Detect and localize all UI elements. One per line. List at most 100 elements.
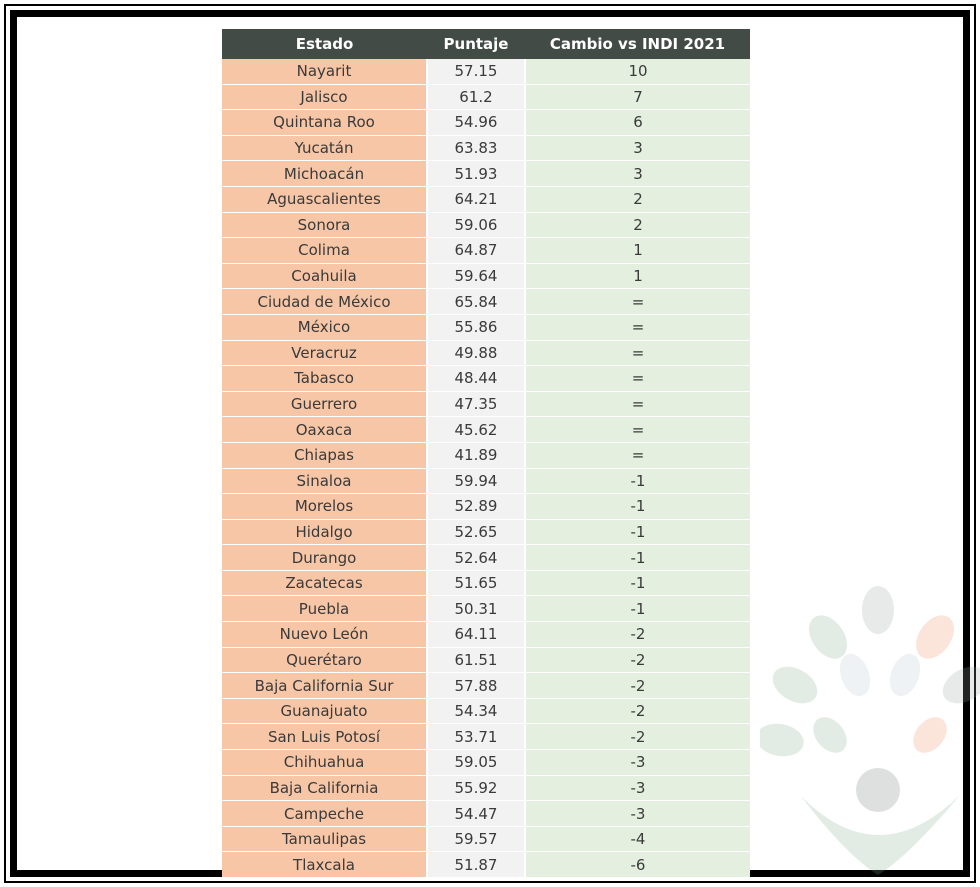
estado-cell: Tlaxcala [222, 851, 428, 878]
table-row: Guerrero 47.35 = [222, 391, 750, 418]
cambio-cell: = [525, 288, 750, 315]
puntaje-cell: 54.34 [427, 698, 526, 725]
puntaje-cell: 52.89 [427, 493, 526, 520]
cambio-cell: -2 [525, 672, 750, 699]
cambio-cell: = [525, 340, 750, 367]
estado-cell: Chihuahua [222, 749, 428, 776]
table-row: Hidalgo 52.65 -1 [222, 519, 750, 546]
puntaje-cell: 54.47 [427, 800, 526, 827]
table-row: México 55.86 = [222, 314, 750, 341]
estado-cell: San Luis Potosí [222, 723, 428, 751]
table-row: Colima 64.87 1 [222, 237, 750, 264]
cambio-cell: -1 [525, 468, 750, 495]
estado-cell: Ciudad de México [222, 288, 428, 315]
table-row: Quintana Roo 54.96 6 [222, 109, 750, 136]
cambio-cell: -1 [525, 493, 750, 520]
cambio-cell: -6 [525, 851, 750, 878]
header-estado: Estado [222, 29, 427, 59]
table-row: Veracruz 49.88 = [222, 340, 750, 367]
estado-cell: Aguascalientes [222, 186, 428, 213]
table-body: Nayarit 57.15 10 Jalisco 61.2 7 Quintana Roo 54… [222, 59, 750, 878]
puntaje-cell: 51.87 [427, 851, 526, 878]
cambio-cell: 2 [525, 186, 750, 213]
puntaje-cell: 49.88 [427, 340, 526, 367]
cambio-cell: -2 [525, 621, 750, 648]
puntaje-cell: 59.94 [427, 468, 526, 495]
puntaje-cell: 53.71 [427, 723, 526, 751]
estado-cell: Morelos [222, 493, 428, 520]
table-row: Guanajuato 54.34 -2 [222, 698, 750, 725]
estado-cell: Guanajuato [222, 698, 428, 725]
cambio-cell: = [525, 391, 750, 418]
table-row: Durango 52.64 -1 [222, 544, 750, 571]
estado-cell: Jalisco [222, 84, 428, 111]
table-row: Tlaxcala 51.87 -6 [222, 851, 750, 878]
estado-cell: Colima [222, 237, 428, 264]
puntaje-cell: 64.87 [427, 237, 526, 264]
puntaje-cell: 52.64 [427, 544, 526, 571]
puntaje-cell: 59.06 [427, 212, 526, 239]
puntaje-cell: 55.86 [427, 314, 526, 341]
estado-cell: Coahuila [222, 263, 428, 290]
puntaje-cell: 63.83 [427, 135, 526, 162]
table-row: Michoacán 51.93 3 [222, 160, 750, 187]
cambio-cell: 2 [525, 212, 750, 239]
cambio-cell: -1 [525, 570, 750, 597]
estado-cell: Veracruz [222, 340, 428, 367]
estado-cell: Zacatecas [222, 570, 428, 597]
puntaje-cell: 59.05 [427, 749, 526, 776]
table-row: Campeche 54.47 -3 [222, 800, 750, 827]
puntaje-cell: 51.93 [427, 160, 526, 187]
cambio-cell: 3 [525, 135, 750, 162]
table-row: Nayarit 57.15 10 [222, 59, 750, 85]
leaf-tree-icon [760, 586, 980, 875]
cambio-cell: 10 [525, 59, 750, 85]
puntaje-cell: 52.65 [427, 519, 526, 546]
table-row: San Luis Potosí 53.71 -2 [222, 723, 750, 751]
estado-cell: Sinaloa [222, 468, 428, 495]
estado-cell: México [222, 314, 428, 341]
cambio-cell: = [525, 365, 750, 392]
cambio-cell: 6 [525, 109, 750, 136]
estado-cell: Nuevo León [222, 621, 428, 648]
estado-cell: Michoacán [222, 160, 428, 187]
cambio-cell: -2 [525, 698, 750, 725]
estado-cell: Durango [222, 544, 428, 571]
cambio-cell: -3 [525, 800, 750, 827]
estado-cell: Chiapas [222, 442, 428, 469]
estado-cell: Baja California Sur [222, 672, 428, 699]
puntaje-cell: 65.84 [427, 288, 526, 315]
table-row: Nuevo León 64.11 -2 [222, 621, 750, 648]
estado-cell: Oaxaca [222, 416, 428, 443]
cambio-cell: 7 [525, 84, 750, 111]
table-row: Chiapas 41.89 = [222, 442, 750, 469]
estado-cell: Sonora [222, 212, 428, 239]
table-row: Oaxaca 45.62 = [222, 416, 750, 443]
puntaje-cell: 41.89 [427, 442, 526, 469]
table-row: Tabasco 48.44 = [222, 365, 750, 392]
estado-cell: Hidalgo [222, 519, 428, 546]
cambio-cell: -3 [525, 749, 750, 776]
table-row: Querétaro 61.51 -2 [222, 647, 750, 674]
table-row: Sinaloa 59.94 -1 [222, 468, 750, 495]
table-row: Chihuahua 59.05 -3 [222, 749, 750, 776]
estado-cell: Yucatán [222, 135, 428, 162]
cambio-cell: -4 [525, 826, 750, 853]
cambio-cell: 1 [525, 237, 750, 264]
table-row: Puebla 50.31 -1 [222, 595, 750, 623]
cambio-cell: -1 [525, 544, 750, 571]
table-row: Ciudad de México 65.84 = [222, 288, 750, 315]
header-puntaje: Puntaje [427, 29, 525, 59]
estado-cell: Campeche [222, 800, 428, 827]
puntaje-cell: 54.96 [427, 109, 526, 136]
puntaje-cell: 48.44 [427, 365, 526, 392]
table-row: Baja California 55.92 -3 [222, 775, 750, 802]
state-ranking-table: Estado Puntaje Cambio vs INDI 2021 Nayar… [222, 29, 750, 878]
cambio-cell: = [525, 416, 750, 443]
puntaje-cell: 59.57 [427, 826, 526, 853]
puntaje-cell: 47.35 [427, 391, 526, 418]
puntaje-cell: 61.51 [427, 647, 526, 674]
cambio-cell: -2 [525, 647, 750, 674]
estado-cell: Querétaro [222, 647, 428, 674]
table-row: Baja California Sur 57.88 -2 [222, 672, 750, 699]
